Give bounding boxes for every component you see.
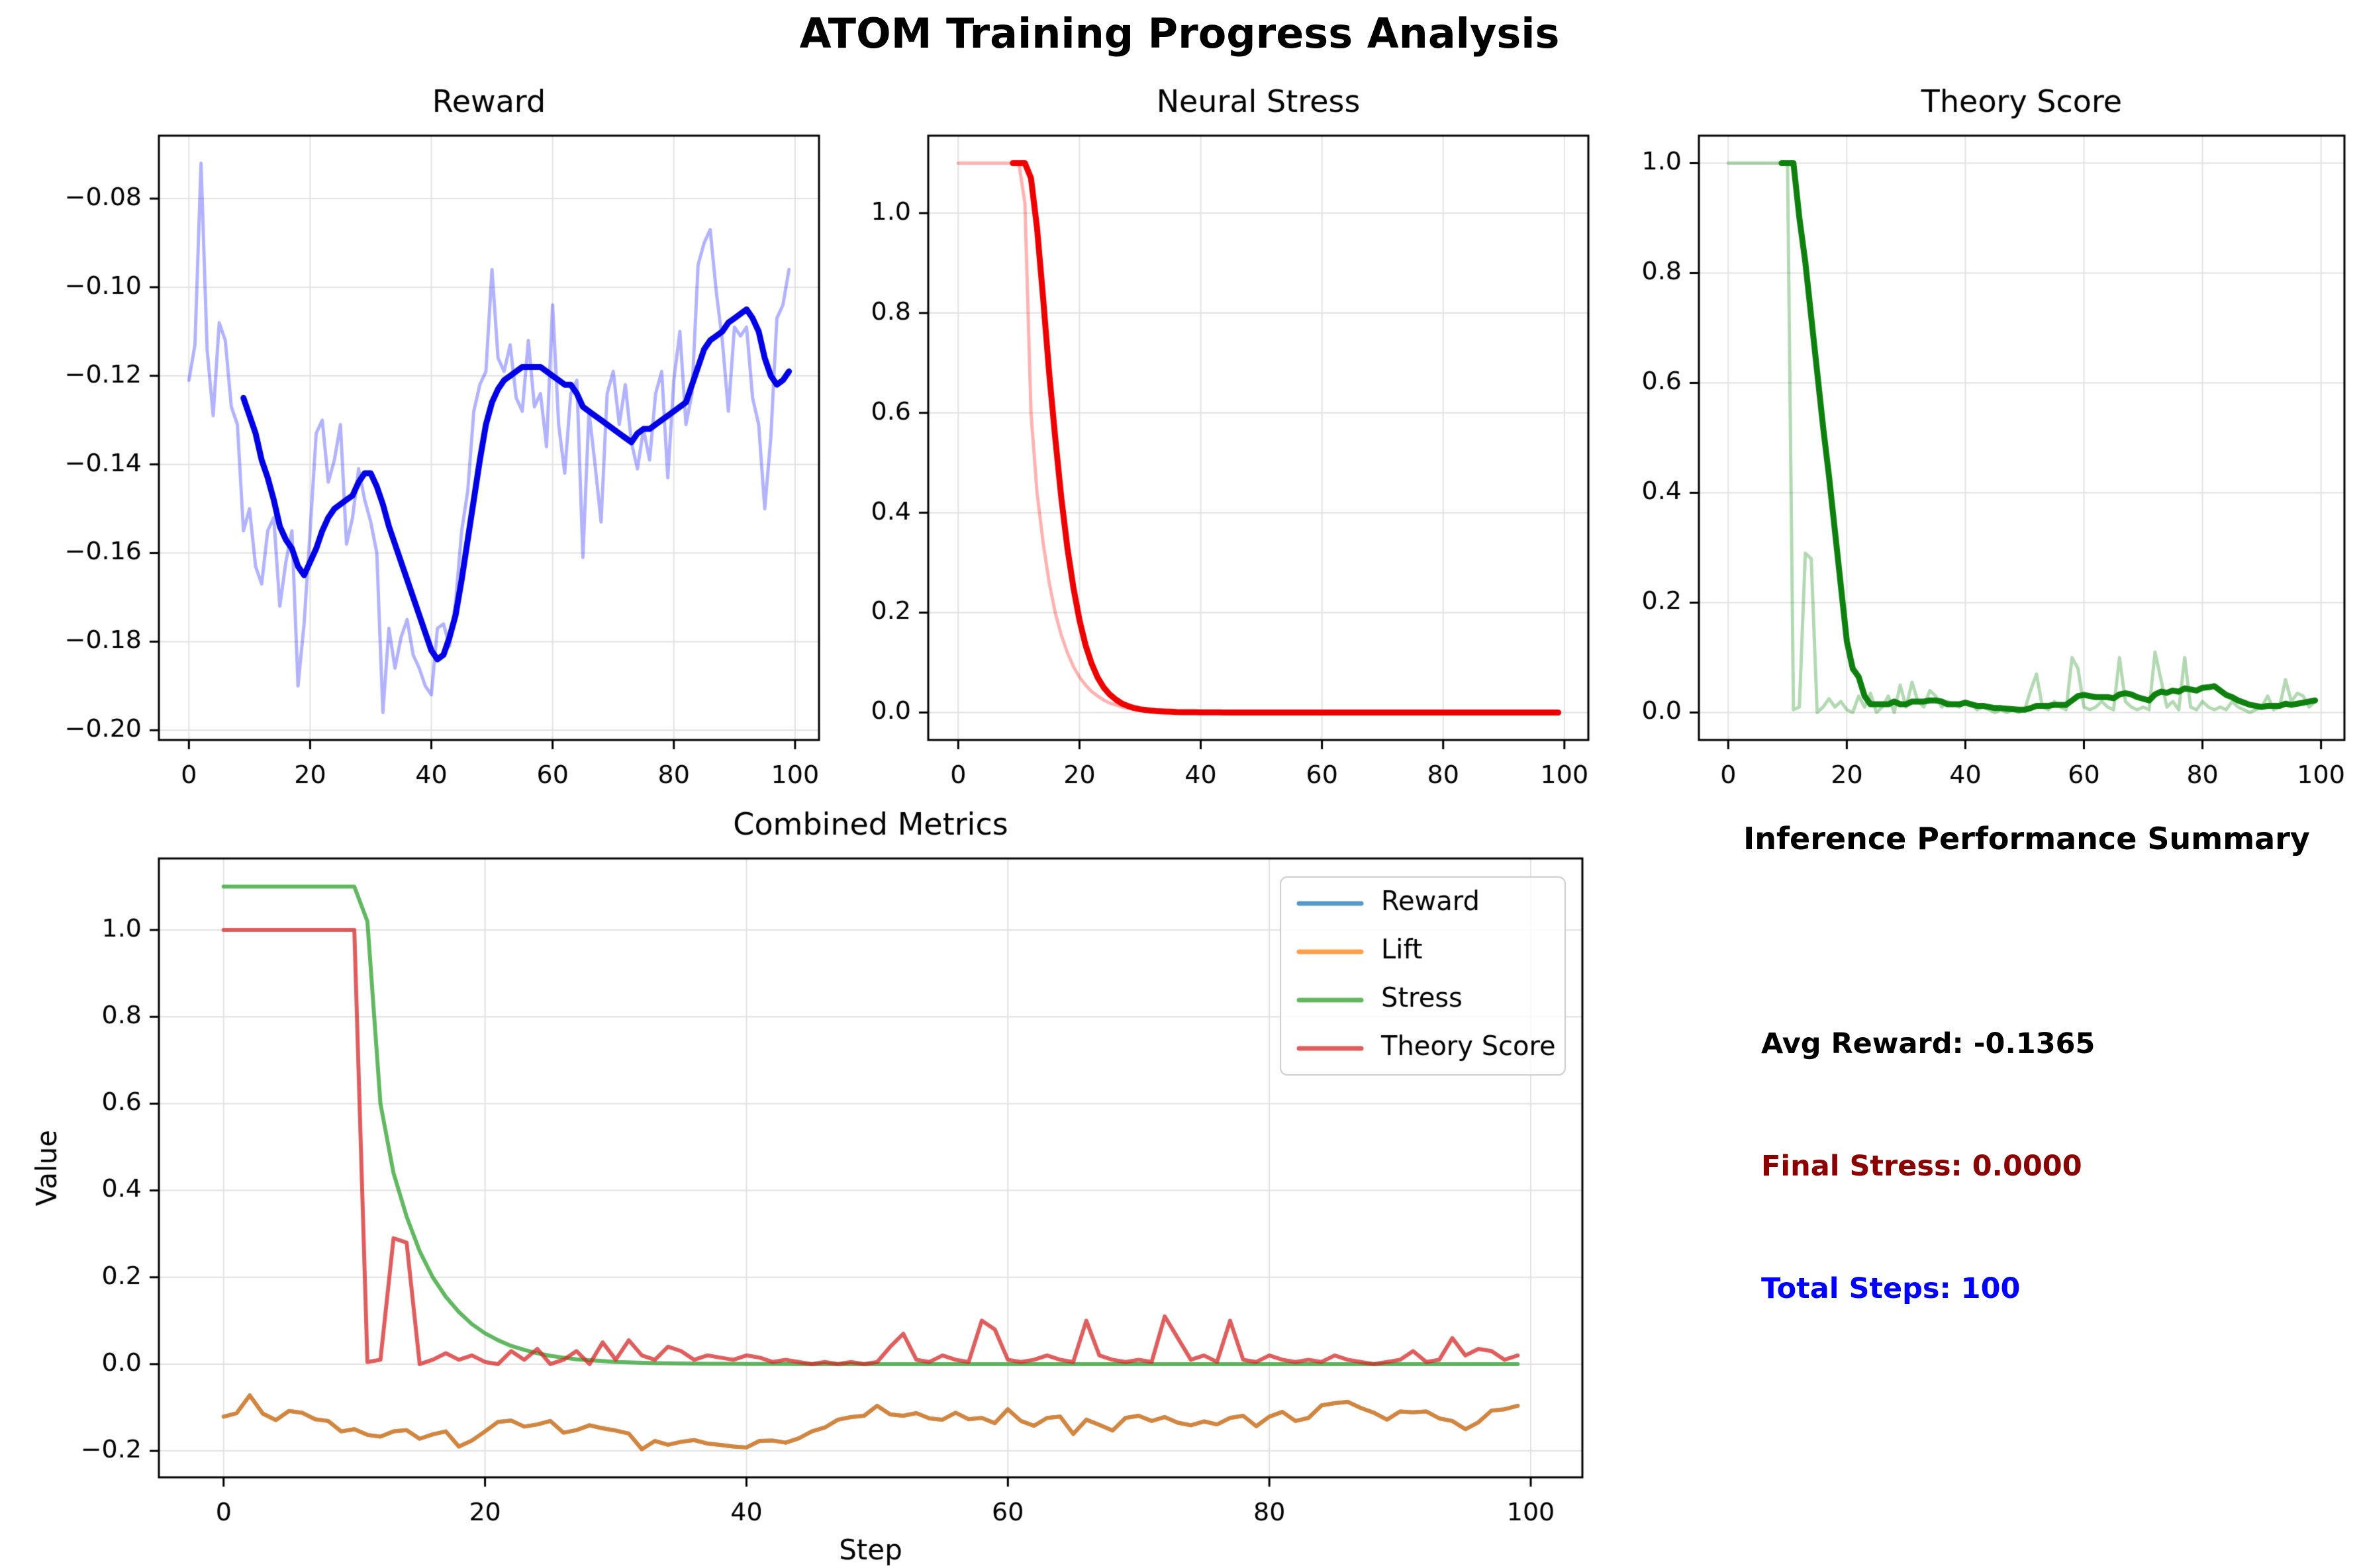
combined-metrics-chart-canvas — [13, 755, 1615, 1568]
total-steps-stat: Total Steps: 100 — [1761, 1272, 2021, 1305]
final-stress-stat: Final Stress: 0.0000 — [1761, 1150, 2082, 1183]
theory-score-chart-canvas — [1613, 40, 2359, 854]
avg-reward-stat: Avg Reward: -0.1365 — [1761, 1027, 2095, 1060]
inference-summary-title: Inference Performance Summary — [1743, 821, 2310, 856]
inference-summary-panel: Inference Performance Summary Avg Reward… — [1699, 821, 2354, 1305]
reward-chart-canvas — [26, 40, 841, 854]
neural-stress-chart-canvas — [842, 40, 1610, 854]
